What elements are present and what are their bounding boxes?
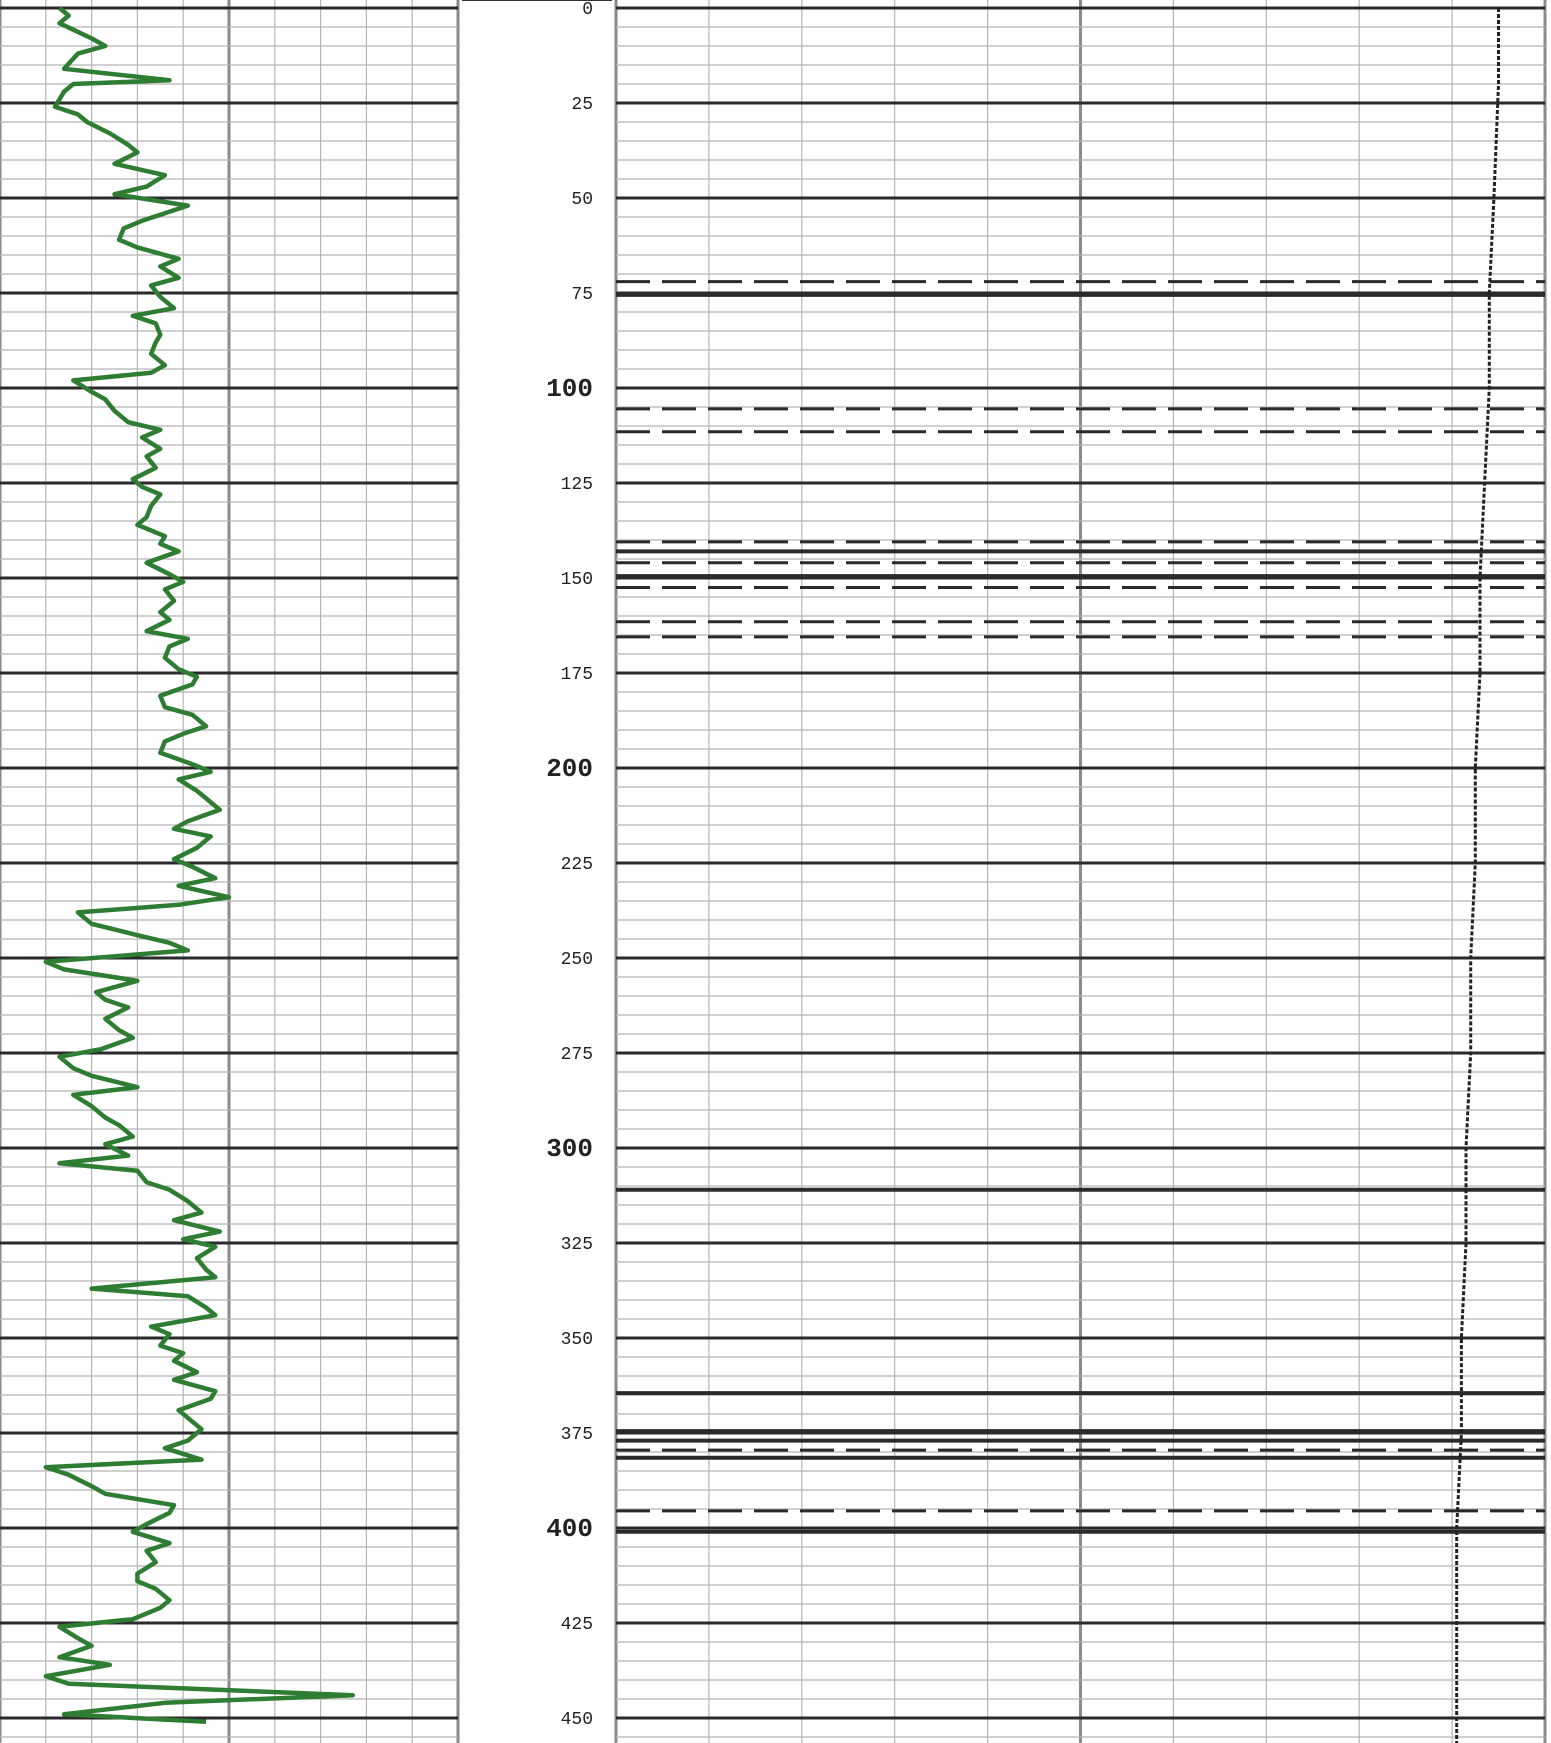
depth-label: 225 [561, 855, 593, 875]
depth-label: 50 [571, 190, 593, 210]
depth-label: 350 [561, 1330, 593, 1350]
left-track [0, 0, 460, 1743]
depth-label: 25 [571, 95, 593, 115]
depth-label: 450 [561, 1710, 593, 1730]
depth-label: 75 [571, 285, 593, 305]
depth-column: 0 25 50 75 100 125 150 175 200 225 250 275 300 325 350… [462, 0, 612, 1743]
depth-label: 250 [561, 950, 593, 970]
depth-label: 425 [561, 1615, 593, 1635]
depth-column-bg [462, 0, 612, 1743]
depth-label: 0 [582, 0, 593, 20]
depth-label: 175 [561, 665, 593, 685]
depth-label: 100 [546, 374, 593, 404]
depth-label: 400 [546, 1514, 593, 1544]
depth-label: 300 [546, 1134, 593, 1164]
depth-label: 325 [561, 1235, 593, 1255]
depth-label: 200 [546, 754, 593, 784]
depth-label: 125 [561, 475, 593, 495]
resistivity-curve [1455, 8, 1500, 1743]
depth-label: 375 [561, 1425, 593, 1445]
depth-label: 275 [561, 1045, 593, 1065]
gamma-ray-curve [43, 6, 355, 1725]
right-track [614, 0, 1547, 1743]
depth-label: 150 [561, 570, 593, 590]
